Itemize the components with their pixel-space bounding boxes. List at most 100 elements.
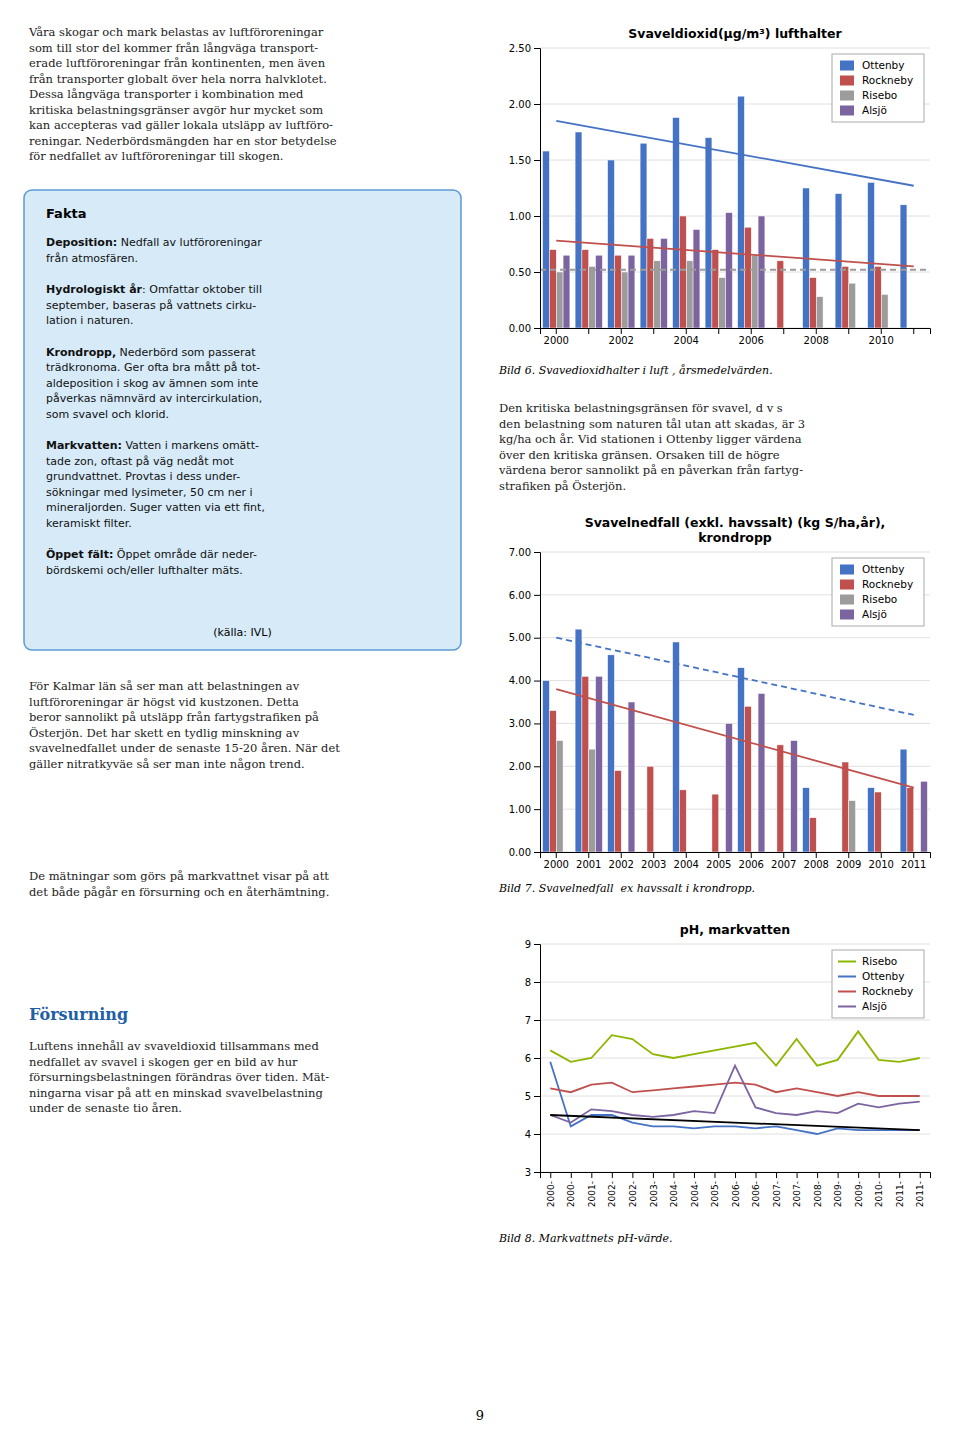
legend-swatch bbox=[840, 565, 854, 575]
x-tick: 2001- bbox=[587, 1172, 597, 1207]
x-tick: 2007 bbox=[771, 852, 796, 870]
fakta-line: grundvattnet. Provtas i dess under- bbox=[46, 470, 240, 483]
x-tick: 2003- bbox=[649, 1172, 659, 1207]
x-tick-mark bbox=[556, 852, 557, 858]
bar bbox=[556, 741, 563, 852]
fakta-line: från atmosfären. bbox=[46, 252, 138, 265]
x-tick: 2000 bbox=[544, 328, 569, 346]
x-tick-mark bbox=[735, 1172, 736, 1178]
grid-line bbox=[540, 1134, 930, 1135]
y-tick-mark bbox=[534, 638, 540, 639]
x-tick-mark bbox=[653, 1172, 654, 1178]
x-tick-label: 2006- bbox=[751, 1181, 761, 1207]
y-tick-mark bbox=[534, 48, 540, 49]
bar bbox=[738, 96, 745, 328]
body-text: den belastning som naturen tål utan att … bbox=[499, 417, 805, 431]
x-tick-mark bbox=[653, 852, 654, 858]
y-tick: 5 bbox=[525, 1091, 540, 1102]
bar bbox=[777, 261, 784, 328]
bar bbox=[647, 238, 654, 328]
bar bbox=[628, 702, 635, 852]
fakta-line: keramiskt filter. bbox=[46, 517, 132, 530]
legend-label: Rockneby bbox=[862, 578, 913, 590]
x-tick: 2011- bbox=[895, 1172, 905, 1207]
body-text: Våra skogar och mark belastas av luftför… bbox=[28, 25, 324, 39]
y-tick-mark bbox=[534, 1096, 540, 1097]
x-tick-mark bbox=[881, 328, 882, 334]
y-tick-label: 6 bbox=[525, 1053, 531, 1064]
body-text: strafiken på Österjön. bbox=[499, 479, 626, 493]
plot-marks bbox=[543, 629, 928, 852]
legend-label: Ottenby bbox=[862, 59, 905, 71]
x-tick-mark bbox=[686, 328, 687, 334]
bar bbox=[654, 261, 661, 328]
bar bbox=[816, 297, 823, 328]
x-tick-label: 2002 bbox=[609, 335, 634, 346]
bar bbox=[712, 794, 719, 852]
y-tick-label: 4 bbox=[525, 1129, 531, 1140]
y-tick-label: 0.00 bbox=[509, 323, 531, 334]
legend-label: Alsjö bbox=[862, 1000, 887, 1012]
x-tick-label: 2010- bbox=[874, 1181, 884, 1207]
x-tick-mark bbox=[756, 1172, 757, 1178]
bar-series bbox=[543, 96, 907, 328]
fakta-line: Markvatten: Vatten i markens omätt- bbox=[46, 439, 259, 452]
x-tick-label: 2000- bbox=[546, 1181, 556, 1207]
trend-line bbox=[550, 1115, 919, 1130]
x-tick-mark bbox=[751, 852, 752, 858]
plot-marks bbox=[550, 1031, 919, 1134]
y-tick-label: 1.00 bbox=[509, 211, 531, 222]
x-tick: 2008 bbox=[804, 852, 829, 870]
x-tick: 2000- bbox=[546, 1172, 556, 1207]
y-tick-mark bbox=[534, 944, 540, 945]
y-tick-mark bbox=[534, 160, 540, 161]
x-tick-mark bbox=[718, 328, 719, 334]
x-tick: 2009 bbox=[836, 852, 861, 870]
y-tick: 3 bbox=[525, 1167, 540, 1178]
y-tick-mark bbox=[534, 1058, 540, 1059]
grid-line bbox=[540, 944, 930, 945]
body-text: reningar. Nederbördsmängden har en stor … bbox=[29, 134, 337, 148]
bar-series bbox=[549, 216, 881, 328]
legend-swatch bbox=[840, 106, 854, 116]
bar bbox=[842, 266, 849, 328]
bar bbox=[849, 801, 856, 852]
fakta-line: Deposition: Nedfall av lutföroreningar bbox=[46, 236, 262, 249]
body-text: över den kritiska gränsen. Orsaken till … bbox=[499, 448, 780, 462]
x-tick-label: 2005 bbox=[706, 859, 731, 870]
bar bbox=[621, 272, 628, 328]
body-text: kg/ha och år. Vid stationen i Ottenby li… bbox=[499, 432, 802, 446]
page: Våra skogar och mark belastas av luftför… bbox=[0, 0, 960, 1435]
body-text: Den kritiska belastningsgränsen för svav… bbox=[499, 401, 783, 415]
x-tick: 2007- bbox=[792, 1172, 802, 1207]
x-tick-label: 2009- bbox=[833, 1181, 843, 1207]
y-tick-label: 3.00 bbox=[509, 718, 531, 729]
x-tick-label: 2007- bbox=[772, 1181, 782, 1207]
x-tick: 2000- bbox=[566, 1172, 576, 1207]
legend: OttenbyRocknebyRiseboAlsjö bbox=[832, 558, 924, 626]
body-text: försurningsbelastningen förändras över t… bbox=[29, 1070, 329, 1084]
bar bbox=[608, 655, 615, 852]
x-axis: 2000200120022003200420052006200720082009… bbox=[541, 852, 931, 870]
trend-line bbox=[556, 689, 914, 788]
bar bbox=[874, 266, 881, 328]
y-axis: 3456789 bbox=[525, 939, 541, 1178]
bar bbox=[868, 182, 875, 328]
x-tick: 2006 bbox=[739, 852, 764, 870]
x-tick-mark bbox=[751, 328, 752, 334]
fakta-line: lation i naturen. bbox=[46, 314, 133, 327]
y-tick: 1.50 bbox=[509, 155, 540, 166]
body-text: kan accepteras vad gäller lokala utsläpp… bbox=[29, 118, 333, 132]
x-tick-label: 2003 bbox=[641, 859, 666, 870]
body-text: erade luftföroreningar från kontinenten,… bbox=[29, 56, 326, 70]
x-tick: 2006 bbox=[739, 328, 764, 346]
grid-line bbox=[540, 1058, 930, 1059]
y-tick-label: 0.00 bbox=[509, 847, 531, 858]
grid-line bbox=[540, 160, 930, 161]
x-tick-label: 2004- bbox=[690, 1181, 700, 1207]
legend-label: Alsjö bbox=[862, 104, 887, 116]
y-tick: 4 bbox=[525, 1129, 540, 1140]
y-tick-label: 4.00 bbox=[509, 675, 531, 686]
legend-label: Ottenby bbox=[862, 563, 905, 575]
legend-swatch bbox=[840, 91, 854, 101]
